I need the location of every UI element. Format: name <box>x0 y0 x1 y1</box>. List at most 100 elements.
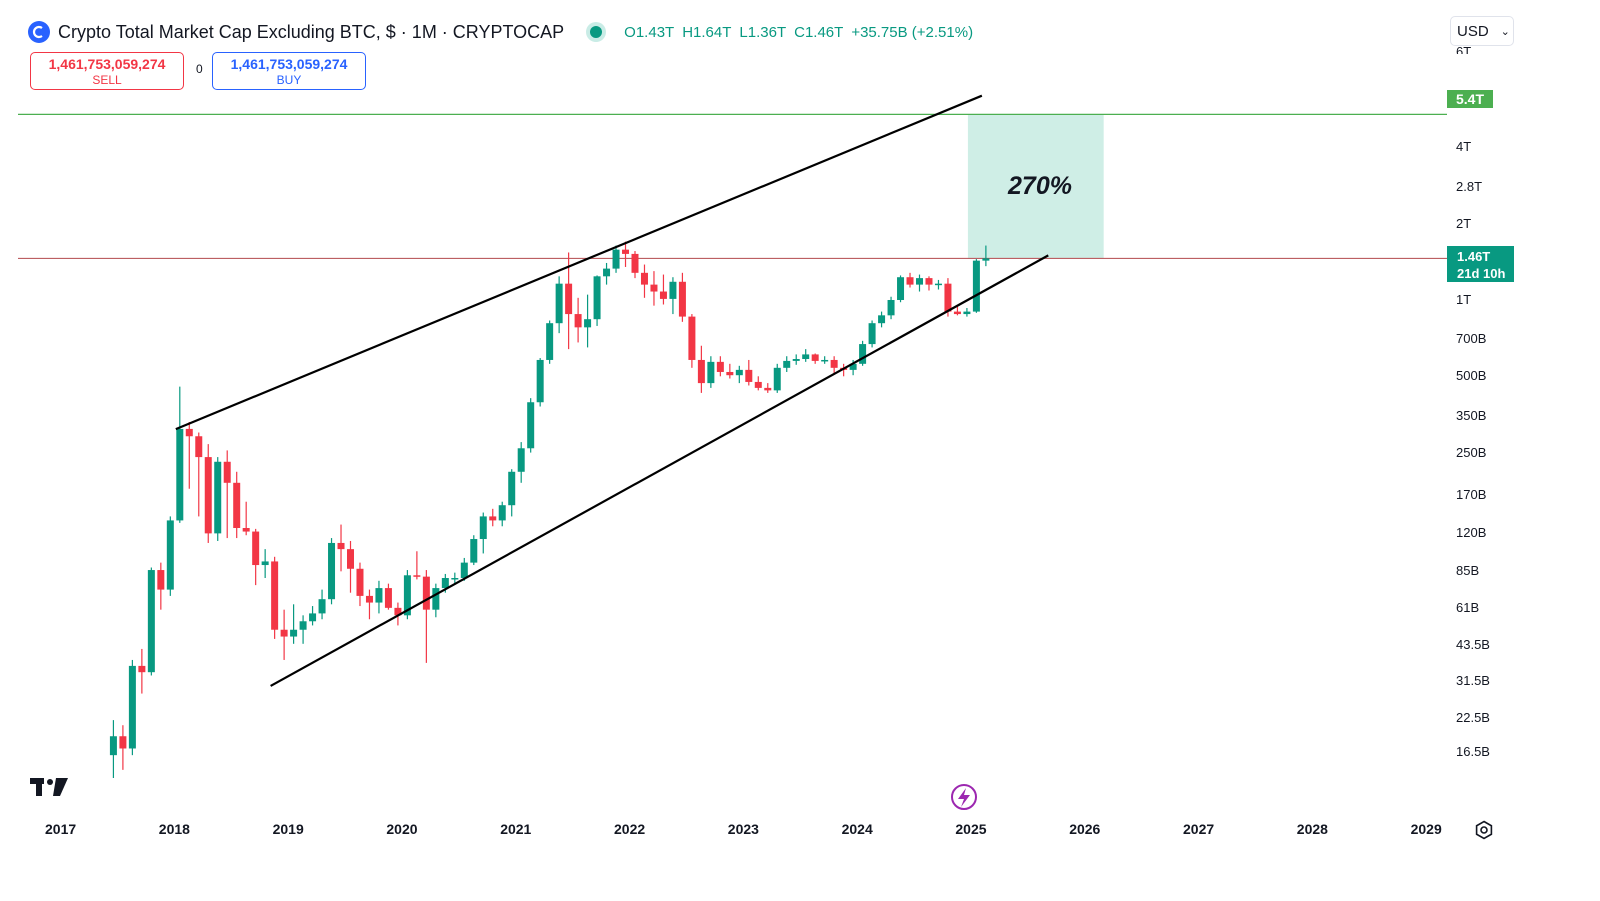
candle <box>745 359 753 386</box>
candle-body <box>422 576 430 610</box>
time-axis-label: 2021 <box>500 821 532 837</box>
price-label-top-cut: 6T <box>1456 44 1472 54</box>
candle <box>432 583 440 618</box>
candle <box>223 450 231 539</box>
time-axis-label: 2017 <box>45 821 77 837</box>
ohlc-low: L1.36T <box>739 23 787 41</box>
price-axis-label: 4T <box>1456 139 1472 155</box>
candle-body <box>214 461 222 534</box>
candle <box>640 264 648 298</box>
candle <box>460 557 468 581</box>
candle <box>356 562 364 607</box>
candle-body <box>555 283 563 324</box>
candle <box>811 353 819 364</box>
candle <box>574 297 582 343</box>
candle-body <box>347 549 354 569</box>
lower-trendline[interactable] <box>270 254 1049 687</box>
candle-body <box>593 276 601 320</box>
candle-body <box>128 665 136 749</box>
candle-body <box>764 387 772 391</box>
candle-body <box>897 277 905 300</box>
candle-body <box>972 260 980 312</box>
candle-body <box>754 381 762 388</box>
tradingview-logo-icon[interactable] <box>30 776 70 803</box>
cryptocap-logo-icon[interactable] <box>28 21 50 43</box>
candle-body <box>432 588 440 610</box>
candle <box>783 356 791 372</box>
price-axis-label: 2.8T <box>1456 178 1483 194</box>
candle <box>821 356 829 364</box>
buy-button[interactable]: 1,461,753,059,274 BUY <box>212 52 366 90</box>
candle <box>716 356 724 377</box>
candle <box>603 262 611 285</box>
candle <box>963 307 971 317</box>
candle <box>593 275 601 326</box>
candle-body <box>612 249 620 269</box>
candle-body <box>479 516 487 540</box>
symbol-title[interactable]: Crypto Total Market Cap Excluding BTC, $… <box>58 21 565 42</box>
sell-button[interactable]: 1,461,753,059,274 SELL <box>30 52 184 90</box>
candle <box>375 580 383 614</box>
candle-body <box>157 570 165 590</box>
candle <box>479 512 487 554</box>
price-axis-label: 85B <box>1456 563 1480 579</box>
candle <box>185 422 193 489</box>
last-price-tag: 1.46T 21d 10h <box>1447 246 1514 282</box>
candle <box>764 383 772 393</box>
currency-value: USD <box>1457 22 1489 40</box>
candle-body <box>394 607 402 616</box>
ohlc-values: O1.43T H1.64T L1.36T C1.46T +35.75B (+2.… <box>624 24 973 41</box>
candle-body <box>280 629 288 637</box>
candle-body <box>489 516 497 521</box>
time-axis-label: 2022 <box>614 821 646 837</box>
time-axis-label: 2018 <box>158 821 190 837</box>
currency-select[interactable]: USD ⌄ <box>1450 16 1514 46</box>
candle-body <box>640 272 648 285</box>
time-axis-label: 2020 <box>386 821 418 837</box>
candle-body <box>546 323 554 360</box>
candle-body <box>536 359 544 403</box>
candle <box>622 241 630 267</box>
candle-body <box>783 360 791 368</box>
candle-body <box>565 283 573 315</box>
candle-body <box>697 359 705 384</box>
candle <box>384 583 392 610</box>
candle <box>897 275 905 303</box>
candle <box>830 356 838 375</box>
candle <box>176 386 184 523</box>
candle-body <box>773 367 781 391</box>
candle <box>612 245 620 273</box>
time-axis-label: 2029 <box>1410 821 1442 837</box>
candle <box>337 524 345 572</box>
market-status-icon[interactable] <box>590 26 603 38</box>
gear-icon[interactable] <box>1474 820 1494 845</box>
candle <box>147 567 155 676</box>
candle <box>972 259 980 313</box>
candle-body <box>944 283 952 312</box>
candle-body <box>925 278 933 285</box>
price-axis-label: 250B <box>1456 444 1487 460</box>
candle <box>128 659 136 756</box>
trendlines-layer <box>175 94 1049 687</box>
candle <box>707 356 715 388</box>
bar-countdown: 21d 10h <box>1457 266 1506 281</box>
time-axis-label: 2024 <box>841 821 873 837</box>
lightning-icon[interactable] <box>951 784 977 810</box>
candle-body <box>735 369 743 376</box>
candle <box>584 294 592 348</box>
upper-trendline[interactable] <box>175 94 983 431</box>
sell-price: 1,461,753,059,274 <box>48 56 166 72</box>
candle <box>678 272 686 322</box>
target-price-tag: 5.4T <box>1447 90 1493 108</box>
candle <box>688 314 696 368</box>
candle <box>451 572 459 584</box>
candle-body <box>242 528 250 532</box>
candle <box>489 508 497 527</box>
last-price-value: 1.46T <box>1457 249 1491 264</box>
candle <box>859 340 867 366</box>
candle <box>280 609 288 660</box>
target-zone[interactable] <box>967 114 1104 259</box>
buy-label: BUY <box>276 73 302 87</box>
price-axis-label: 2T <box>1456 215 1472 231</box>
